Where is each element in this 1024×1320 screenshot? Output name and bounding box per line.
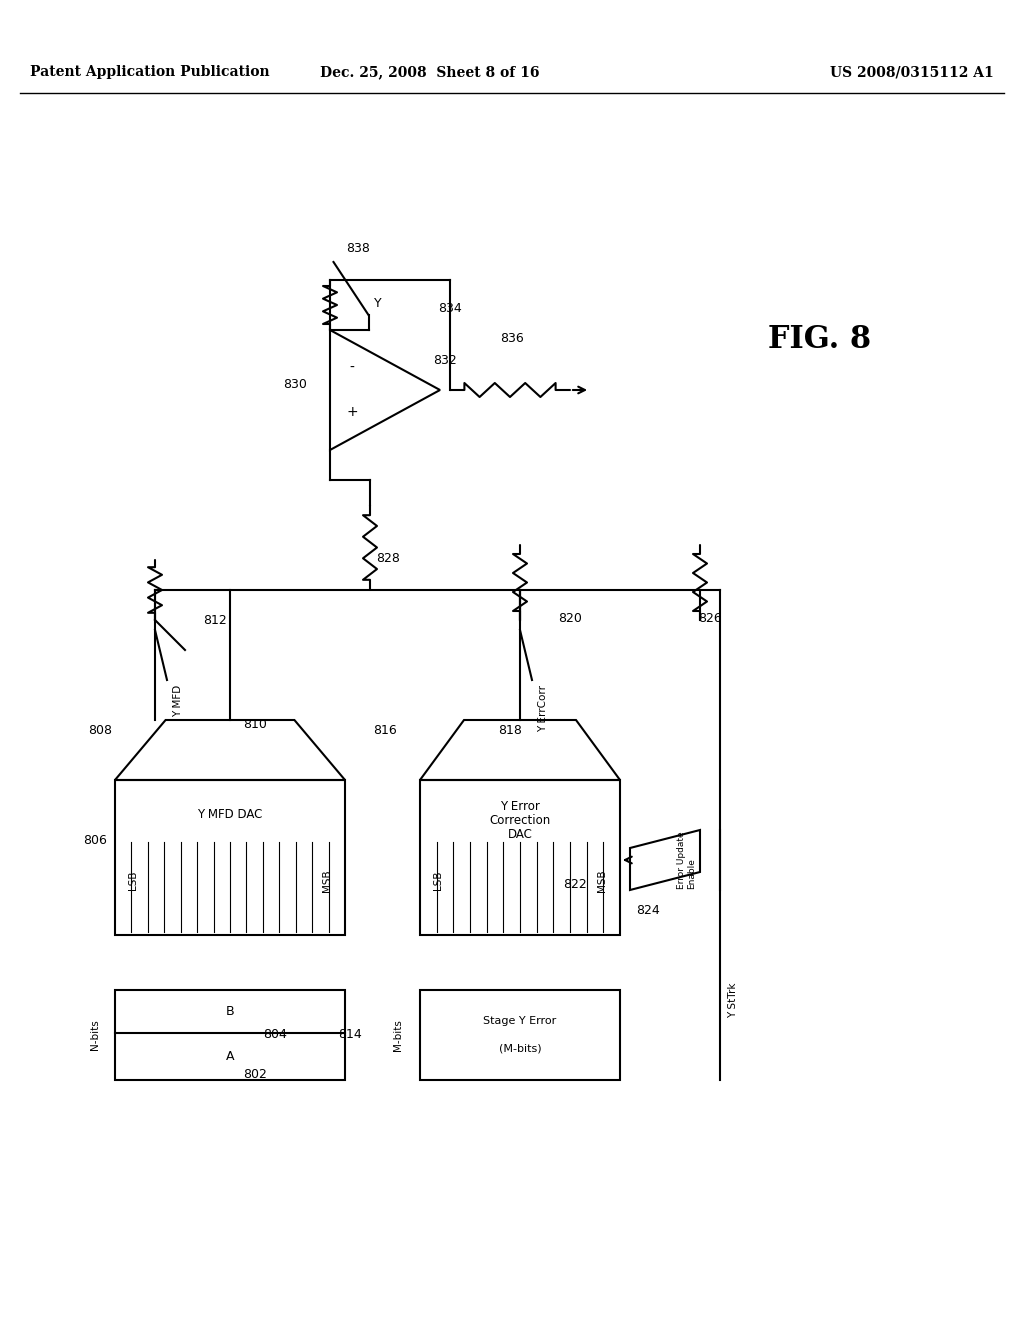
Text: Y Error: Y Error xyxy=(500,800,540,813)
Text: 832: 832 xyxy=(433,354,457,367)
Text: MSB: MSB xyxy=(597,870,607,892)
Text: B: B xyxy=(225,1005,234,1018)
Bar xyxy=(420,780,620,935)
Text: 828: 828 xyxy=(376,552,400,565)
Text: Error Update
Enable: Error Update Enable xyxy=(677,832,696,888)
Text: FIG. 8: FIG. 8 xyxy=(768,325,871,355)
Text: Y MFD DAC: Y MFD DAC xyxy=(198,808,263,821)
Text: 816: 816 xyxy=(373,723,397,737)
Text: LSB: LSB xyxy=(128,871,138,891)
Text: 802: 802 xyxy=(243,1068,267,1081)
Text: 820: 820 xyxy=(558,611,582,624)
Text: DAC: DAC xyxy=(508,828,532,841)
Text: Y StTrk: Y StTrk xyxy=(728,982,738,1018)
Text: 812: 812 xyxy=(203,614,227,627)
Text: Y: Y xyxy=(374,297,381,310)
Text: 838: 838 xyxy=(346,242,370,255)
Text: MSB: MSB xyxy=(322,870,332,892)
Bar xyxy=(420,990,620,1080)
Text: 808: 808 xyxy=(88,723,112,737)
Text: 810: 810 xyxy=(243,718,267,731)
Text: Correction: Correction xyxy=(489,814,551,826)
Text: 806: 806 xyxy=(83,833,106,846)
Text: N-bits: N-bits xyxy=(90,1019,100,1051)
Text: Y MFD: Y MFD xyxy=(173,685,183,717)
Text: +: + xyxy=(346,405,357,418)
Text: 830: 830 xyxy=(283,379,307,392)
Text: Stage Y Error: Stage Y Error xyxy=(483,1016,557,1027)
Text: 818: 818 xyxy=(498,723,522,737)
Text: -: - xyxy=(349,360,354,375)
Bar xyxy=(115,780,345,935)
Text: 826: 826 xyxy=(698,611,722,624)
Bar xyxy=(115,990,345,1080)
Text: M-bits: M-bits xyxy=(393,1019,403,1051)
Text: 824: 824 xyxy=(636,903,659,916)
Text: A: A xyxy=(225,1051,234,1063)
Text: 836: 836 xyxy=(500,331,524,345)
Text: Dec. 25, 2008  Sheet 8 of 16: Dec. 25, 2008 Sheet 8 of 16 xyxy=(321,65,540,79)
Text: 822: 822 xyxy=(563,879,587,891)
Text: Y ErrCorr: Y ErrCorr xyxy=(538,685,548,733)
Text: (M-bits): (M-bits) xyxy=(499,1044,542,1053)
Text: LSB: LSB xyxy=(433,871,443,891)
Text: 804: 804 xyxy=(263,1028,287,1041)
Text: 814: 814 xyxy=(338,1028,361,1041)
Text: Patent Application Publication: Patent Application Publication xyxy=(30,65,269,79)
Text: US 2008/0315112 A1: US 2008/0315112 A1 xyxy=(830,65,994,79)
Text: 834: 834 xyxy=(438,301,462,314)
